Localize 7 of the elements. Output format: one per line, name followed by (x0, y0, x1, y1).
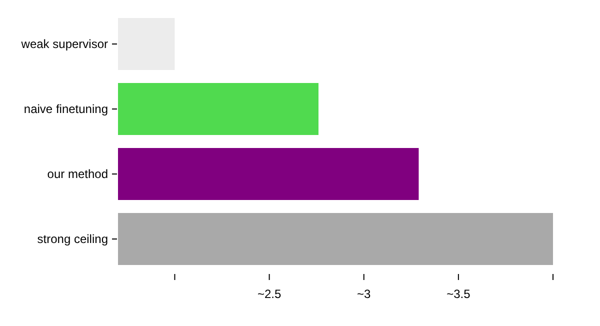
y-tick-label: naive finetuning (24, 102, 108, 116)
x-tick-label: ~2.5 (257, 287, 282, 301)
x-tick-label: ~3.5 (446, 287, 471, 301)
y-tick-label: strong ceiling (37, 232, 108, 246)
x-tick-label: ~3 (357, 287, 372, 301)
y-tick-label: weak supervisor (20, 37, 108, 52)
y-tick-label: our method (47, 167, 108, 182)
